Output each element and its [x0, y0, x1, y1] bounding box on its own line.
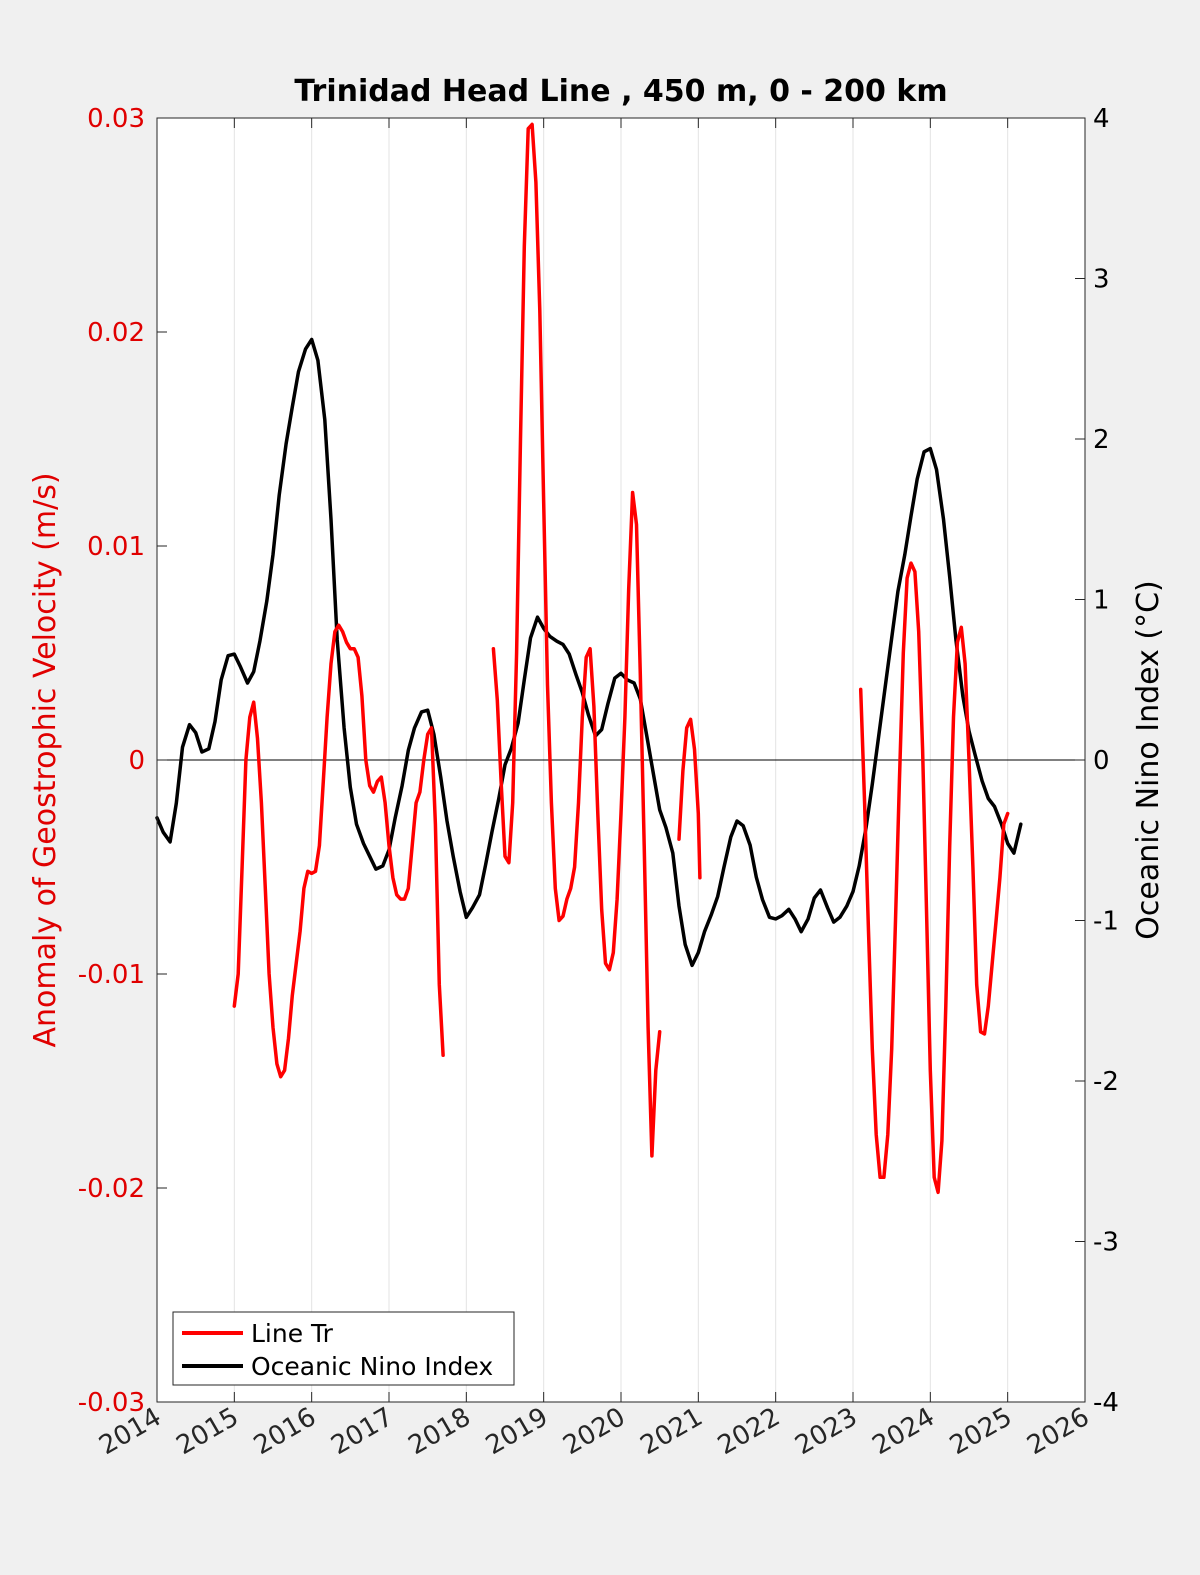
left-y-axis-label: Anomaly of Geostrophic Velocity (m/s) — [28, 472, 63, 1047]
legend-box — [172, 1311, 515, 1386]
legend-label-line-tr: Line Tr — [251, 1319, 334, 1348]
right-y-tick-label: 2 — [1093, 425, 1110, 455]
right-y-tick-label: 1 — [1093, 586, 1110, 616]
right-y-tick-label: 3 — [1093, 265, 1110, 295]
left-y-tick-label: -0.02 — [78, 1174, 145, 1204]
legend-label-oni: Oceanic Nino Index — [251, 1352, 493, 1381]
series-line-tr-segment-2 — [491, 122, 662, 1158]
series-oceanic-nino-index-segment-1 — [155, 337, 1023, 968]
left-y-tick-label: 0.02 — [87, 318, 145, 348]
right-y-tick-label: 4 — [1093, 104, 1110, 134]
right-y-tick-label: -4 — [1093, 1388, 1119, 1418]
series-line-tr-segment-3 — [677, 717, 702, 880]
series-line-tr-segment-4 — [858, 561, 1010, 1195]
series-layer — [155, 122, 1023, 1195]
left-y-tick-label: -0.03 — [78, 1388, 145, 1418]
right-y-tick-label: -3 — [1093, 1228, 1119, 1258]
left-y-tick-label: 0.01 — [87, 532, 145, 562]
right-y-tick-label: -2 — [1093, 1067, 1119, 1097]
right-y-axis: 4 3 2 1 0 -1 -2 -3 -4 — [1075, 104, 1119, 1418]
series-line-tr-segment-1 — [232, 623, 445, 1079]
right-y-tick-label: -1 — [1093, 907, 1119, 937]
right-y-tick-label: 0 — [1093, 746, 1110, 776]
chart-title: Trinidad Head Line , 450 m, 0 - 200 km — [294, 74, 947, 109]
left-y-tick-label: 0.03 — [87, 104, 145, 134]
left-y-tick-label: -0.01 — [78, 960, 145, 990]
right-y-axis-label: Oceanic Nino Index (°C) — [1131, 580, 1166, 940]
legend: Line Tr Oceanic Nino Index — [172, 1311, 515, 1386]
left-y-tick-label: 0 — [128, 746, 145, 776]
left-y-axis: 0.03 0.02 0.01 0 -0.01 -0.02 -0.03 — [78, 104, 167, 1418]
